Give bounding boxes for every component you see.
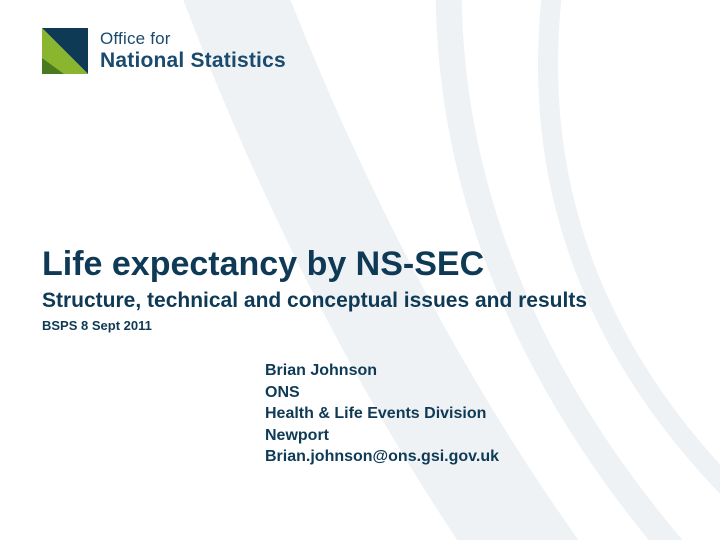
ons-logo-mark-icon <box>42 28 88 74</box>
title-block: Life expectancy by NS-SEC Structure, tec… <box>42 245 678 333</box>
ons-logo: Office for National Statistics <box>42 28 286 74</box>
author-division: Health & Life Events Division <box>265 403 499 425</box>
author-email: Brian.johnson@ons.gsi.gov.uk <box>265 446 499 468</box>
author-org: ONS <box>265 382 499 404</box>
author-name: Brian Johnson <box>265 360 499 382</box>
author-location: Newport <box>265 425 499 447</box>
logo-line1: Office for <box>100 29 286 49</box>
author-block: Brian Johnson ONS Health & Life Events D… <box>265 360 499 468</box>
logo-line2: National Statistics <box>100 49 286 73</box>
slide-subtitle: Structure, technical and conceptual issu… <box>42 288 678 314</box>
ons-logo-text: Office for National Statistics <box>100 29 286 73</box>
slide-title: Life expectancy by NS-SEC <box>42 245 678 284</box>
slide-meta: BSPS 8 Sept 2011 <box>42 318 678 333</box>
